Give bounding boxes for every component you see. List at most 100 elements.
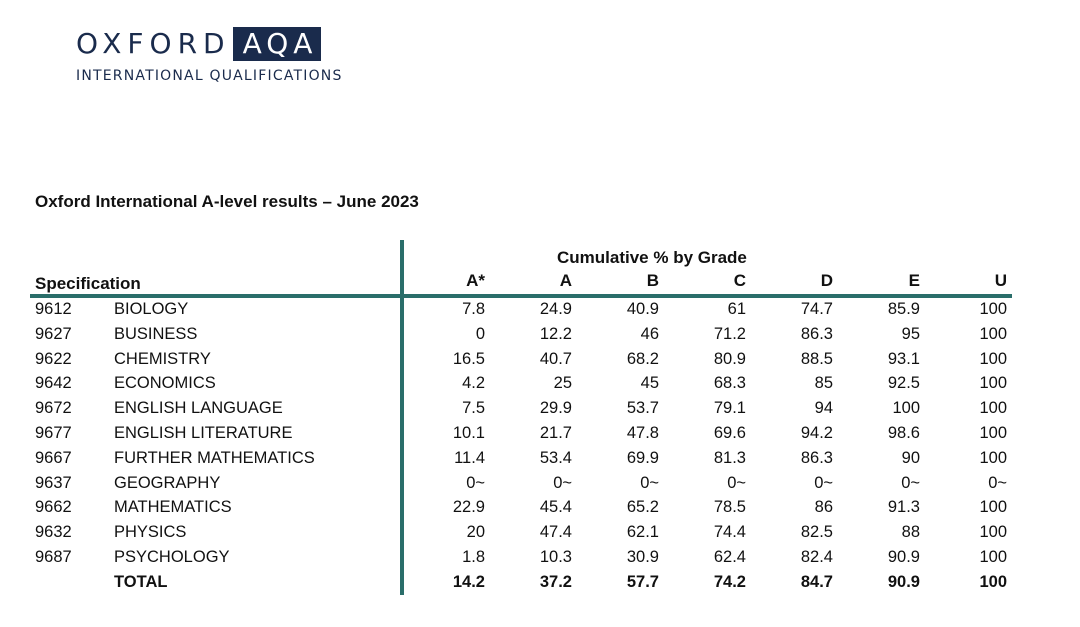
table-row: 9612 BIOLOGY 7.8 24.9 40.9 61 74.7 85.9 100 (0, 298, 1080, 323)
grade-value-cell: 92.5 (887, 374, 920, 393)
spec-name: FURTHER MATHEMATICS (114, 448, 315, 467)
grade-value-cell: 40.9 (626, 300, 659, 318)
grade-value-cell: 47.8 (626, 423, 659, 442)
grade-value-cell: 1.8 (462, 547, 485, 566)
spec-name: ENGLISH LITERATURE (114, 423, 293, 442)
grade-value-cell: 68.3 (713, 374, 746, 393)
spec-name: CHEMISTRY (114, 349, 211, 368)
grade-value-cell: 100 (892, 399, 920, 418)
grade-value-cell: 84.7 (800, 572, 833, 591)
spec-name: PHYSICS (114, 523, 187, 542)
grade-value-cell: 100 (979, 572, 1007, 591)
logo-wordmark: OXFORD AQA (76, 27, 343, 61)
grade-value-cell: 90 (901, 448, 920, 467)
grade-value-cell: 82.4 (800, 547, 833, 566)
results-table-body: 9612 BIOLOGY 7.8 24.9 40.9 61 74.7 85.9 100 9627 B… (0, 298, 1080, 596)
grade-value-cell: 16.5 (452, 349, 485, 368)
table-row: 9622 CHEMISTRY 16.5 40.7 68.2 80.9 88.5 93.1 100 (0, 348, 1080, 373)
grade-value-cell: 57.7 (626, 572, 659, 591)
grade-value-cell: 0~ (466, 473, 485, 492)
table-row: 9667 FURTHER MATHEMATICS 11.4 53.4 69.9 81.3 8… (0, 447, 1080, 472)
grade-value-cell: 100 (979, 423, 1007, 442)
grade-value-cell: 100 (979, 349, 1007, 368)
grade-header: E (908, 271, 920, 290)
spec-name: MATHEMATICS (114, 498, 232, 517)
grade-value-cell: 20 (466, 523, 485, 542)
grade-value-cell: 86 (814, 498, 833, 517)
spec-code: 9667 (35, 448, 72, 467)
table-row: 9677 ENGLISH LITERATURE 10.1 21.7 47.8 69.6 94… (0, 422, 1080, 447)
grade-value-cell: 100 (979, 523, 1007, 542)
grade-value-cell: 24.9 (539, 300, 572, 318)
grade-value-cell: 93.1 (887, 349, 920, 368)
table-vertical-divider (400, 240, 404, 595)
grade-value-cell: 98.6 (887, 423, 920, 442)
grade-value-cell: 100 (979, 547, 1007, 566)
spec-name: BIOLOGY (114, 300, 189, 318)
grade-value-cell: 90.9 (887, 572, 920, 591)
grade-header: C (733, 271, 746, 290)
grade-value-cell: 74.4 (713, 523, 746, 542)
grade-value-cell: 0~ (814, 473, 833, 492)
grade-value-cell: 29.9 (539, 399, 572, 418)
grade-value-cell: 88 (901, 523, 920, 542)
grade-value-cell: 81.3 (713, 448, 746, 467)
grade-value-cell: 100 (979, 399, 1007, 418)
grade-value-cell: 4.2 (462, 374, 485, 393)
grade-value-cell: 94 (814, 399, 833, 418)
grade-value-cell: 7.8 (462, 300, 485, 318)
spec-code: 9637 (35, 473, 72, 492)
table-row: 9637 GEOGRAPHY 0~ 0~ 0~ 0~ 0~ 0~ 0~ (0, 472, 1080, 497)
logo-subtitle: INTERNATIONAL QUALIFICATIONS (76, 68, 343, 84)
grade-value-cell: 69.9 (626, 448, 659, 467)
grade-value-cell: 74.2 (713, 572, 746, 591)
grade-value-cell: 69.6 (713, 423, 746, 442)
grade-value-cell: 7.5 (462, 399, 485, 418)
table-row: 9642 ECONOMICS 4.2 25 45 68.3 85 92.5 100 (0, 372, 1080, 397)
grade-value-cell: 62.4 (713, 547, 746, 566)
table-row: 9687 PSYCHOLOGY 1.8 10.3 30.9 62.4 82.4 90.9 100 (0, 546, 1080, 571)
spec-name: PSYCHOLOGY (114, 547, 230, 566)
spec-code: 9612 (35, 300, 72, 318)
grade-value-cell: 0~ (553, 473, 572, 492)
grade-value-cell: 85.9 (887, 300, 920, 318)
grade-header: A (559, 271, 572, 290)
grade-value-cell: 71.2 (713, 324, 746, 343)
grade-value-cell: 21.7 (539, 423, 572, 442)
grade-value-cell: 25 (553, 374, 572, 393)
spec-name: TOTAL (114, 572, 168, 591)
table-row: 9662 MATHEMATICS 22.9 45.4 65.2 78.5 86 91.3 100 (0, 496, 1080, 521)
spec-code: 9642 (35, 374, 72, 393)
grade-value-cell: 53.4 (539, 448, 572, 467)
spec-code: 9627 (35, 324, 72, 343)
grade-value-cell: 30.9 (626, 547, 659, 566)
spec-name: GEOGRAPHY (114, 473, 221, 492)
grade-value-cell: 79.1 (713, 399, 746, 418)
spec-name: BUSINESS (114, 324, 198, 343)
grade-value-cell: 78.5 (713, 498, 746, 517)
cumulative-grade-header: Cumulative % by Grade (557, 248, 747, 267)
grade-header: D (820, 271, 833, 290)
grade-value-cell: 0~ (901, 473, 920, 492)
grade-value-cell: 68.2 (626, 349, 659, 368)
spec-code: 9622 (35, 349, 72, 368)
total-row: TOTAL 14.2 37.2 57.7 74.2 84.7 90.9 100 (0, 571, 1080, 596)
grade-value-cell: 90.9 (887, 547, 920, 566)
grade-value-cell: 10.1 (452, 423, 485, 442)
table-row: 9627 BUSINESS 0 12.2 46 71.2 86.3 95 100 (0, 323, 1080, 348)
grade-value-cell: 100 (979, 498, 1007, 517)
grade-value-cell: 11.4 (454, 448, 485, 467)
grade-value-cell: 100 (979, 324, 1007, 343)
grade-value-cell: 86.3 (800, 448, 833, 467)
grade-value-cell: 0~ (988, 473, 1007, 492)
spec-name: ENGLISH LANGUAGE (114, 399, 283, 418)
grade-value-cell: 95 (901, 324, 920, 343)
oxford-aqa-logo: OXFORD AQA INTERNATIONAL QUALIFICATIONS (76, 27, 343, 84)
spec-code: 9662 (35, 498, 72, 517)
table-row: 9632 PHYSICS 20 47.4 62.1 74.4 82.5 88 100 (0, 521, 1080, 546)
spec-name: ECONOMICS (114, 374, 216, 393)
grade-value-cell: 40.7 (539, 349, 572, 368)
grade-value-cell: 10.3 (539, 547, 572, 566)
grade-value-cell: 100 (979, 448, 1007, 467)
grade-value-cell: 12.2 (539, 324, 572, 343)
